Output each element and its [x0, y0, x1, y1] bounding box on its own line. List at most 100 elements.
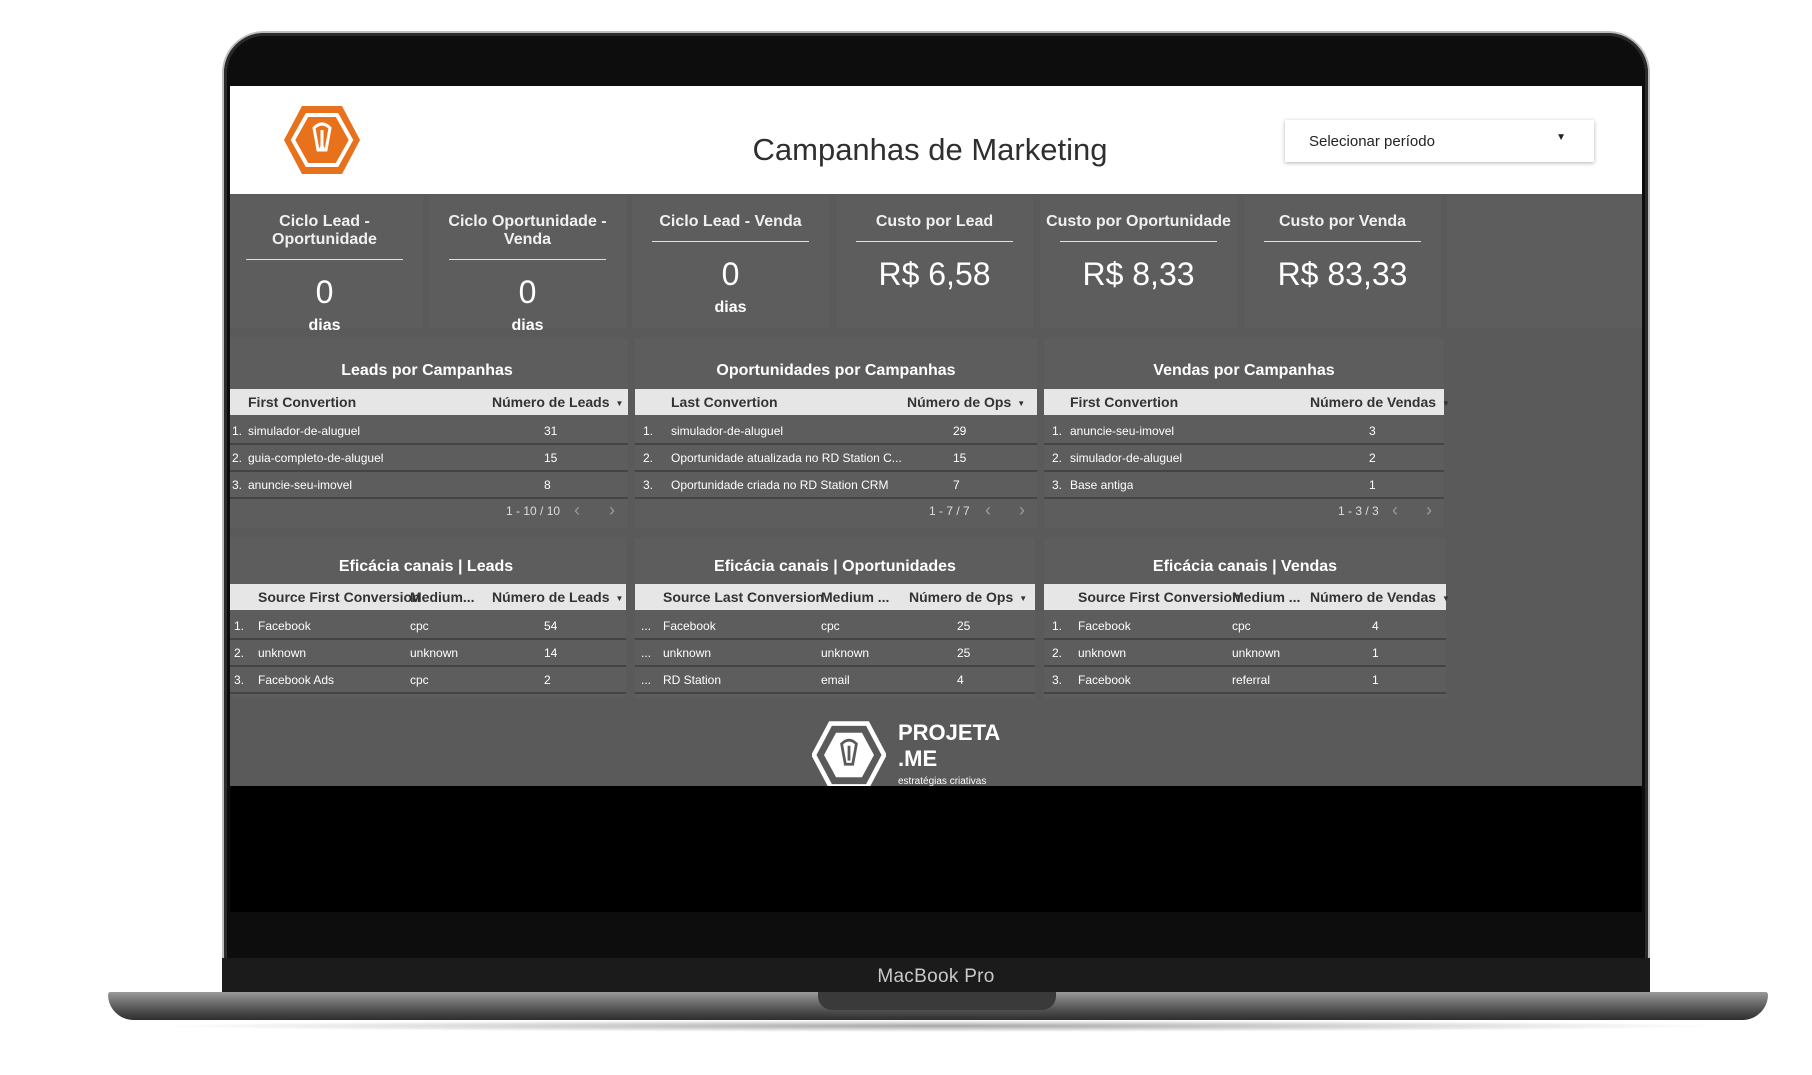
row-source: Facebook — [1078, 673, 1131, 687]
row-value: 2 — [544, 673, 551, 687]
kpi-value: 0 — [721, 256, 740, 292]
table-row[interactable]: 2. simulador-de-aluguel 2 — [1044, 443, 1444, 472]
table-row[interactable]: 1. simulador-de-aluguel 29 — [635, 416, 1037, 445]
kpi-card-lead-oportunidade: Ciclo Lead - Oportunidade 0 dias — [230, 196, 423, 334]
table-header: First Convertion Número de Vendas ▼ — [1044, 389, 1450, 415]
row-medium: unknown — [410, 646, 459, 660]
row-source: unknown — [258, 646, 307, 660]
row-medium: cpc — [821, 619, 840, 633]
row-value: 1 — [1369, 478, 1376, 492]
projeta-logo-icon — [812, 721, 886, 789]
kpi-title: Ciclo Lead - Oportunidade — [272, 213, 377, 248]
row-value: 15 — [544, 451, 558, 465]
column-header[interactable]: Medium ... — [821, 589, 890, 605]
row-value: 2 — [1369, 451, 1376, 465]
table-row[interactable]: 1. simulador-de-aluguel 31 — [230, 416, 628, 445]
column-header-sort[interactable]: Número de Leads ▼ — [492, 589, 624, 605]
sort-desc-icon: ▼ — [1442, 593, 1450, 603]
pagination-label: 1 - 3 / 3 — [1338, 504, 1379, 518]
prev-page-icon[interactable]: ‹ — [574, 500, 580, 520]
table-row[interactable]: 1. Facebook cpc 4 — [1044, 611, 1446, 640]
kpi-title: Custo por Oportunidade — [1046, 213, 1231, 230]
table-row[interactable]: 3. Facebook referral 1 — [1044, 665, 1446, 694]
column-header-sort[interactable]: Número de Ops ▼ — [907, 394, 1026, 410]
kpi-card-custo-lead: Custo por Lead R$ 6,58 — [836, 196, 1033, 328]
column-header[interactable]: Source First Conversion — [1078, 589, 1241, 605]
column-header[interactable]: First Convertion — [248, 394, 357, 410]
kpi-title: Ciclo Oportunidade - Venda — [448, 213, 607, 248]
column-header[interactable]: First Convertion — [1070, 394, 1179, 410]
divider — [1060, 241, 1217, 242]
table-eficacia-canais-vendas: Eficácia canais | Vendas Source First Co… — [1044, 538, 1450, 728]
next-page-icon[interactable]: › — [1426, 500, 1432, 520]
table-eficacia-canais-leads: Eficácia canais | Leads Source First Con… — [230, 538, 626, 728]
table-row[interactable]: 2. Oportunidade atualizada no RD Station… — [635, 443, 1037, 472]
column-header[interactable]: Source Last Conversion — [663, 589, 825, 605]
row-value: 54 — [544, 619, 558, 633]
table-row[interactable]: 3. Facebook Ads cpc 2 — [230, 665, 626, 694]
row-value: 15 — [953, 451, 967, 465]
table-leads-por-campanhas: Leads por Campanhas First Convertion Núm… — [230, 338, 628, 528]
row-index: 3. — [1052, 673, 1063, 687]
row-value: 3 — [1369, 424, 1376, 438]
table-row[interactable]: ... unknown unknown 25 — [635, 638, 1035, 667]
column-header-sort[interactable]: Número de Ops ▼ — [909, 589, 1028, 605]
row-index: 1. — [1052, 424, 1063, 438]
table-row[interactable]: 2. unknown unknown 1 — [1044, 638, 1446, 667]
row-value: 31 — [544, 424, 558, 438]
laptop-chin — [222, 958, 1650, 992]
table-title: Eficácia canais | Leads — [338, 558, 514, 575]
row-medium: cpc — [410, 673, 429, 687]
divider — [856, 241, 1013, 242]
row-medium: referral — [1232, 673, 1271, 687]
row-index: ... — [641, 619, 652, 633]
row-label: Base antiga — [1070, 478, 1134, 492]
page-title: Campanhas de Marketing — [752, 132, 1108, 167]
column-header-sort[interactable]: Número de Vendas ▼ — [1310, 394, 1450, 410]
column-header[interactable]: Medium ... — [1232, 589, 1301, 605]
table-row[interactable]: 3. Base antiga 1 — [1044, 470, 1444, 499]
table-row[interactable]: 3. anuncie-seu-imovel 8 — [230, 470, 628, 499]
table-row[interactable]: 3. Oportunidade criada no RD Station CRM… — [635, 470, 1037, 499]
row-value: 7 — [953, 478, 960, 492]
table-row[interactable]: 1. anuncie-seu-imovel 3 — [1044, 416, 1444, 445]
table-title: Oportunidades por Campanhas — [716, 362, 956, 379]
column-header-sort[interactable]: Número de Leads ▼ — [492, 394, 624, 410]
kpi-title: Custo por Venda — [1278, 213, 1407, 230]
footer-tagline: estratégias criativas — [898, 776, 987, 787]
column-header[interactable]: Medium... — [410, 589, 475, 605]
table-row[interactable]: ... Facebook cpc 25 — [635, 611, 1035, 640]
table-row[interactable]: 2. guia-completo-de-aluguel 15 — [230, 443, 628, 472]
table-row[interactable]: 2. unknown unknown 14 — [230, 638, 626, 667]
chevron-down-icon: ▼ — [1556, 132, 1566, 143]
table-row[interactable]: ... RD Station email 4 — [635, 665, 1035, 694]
divider — [652, 241, 809, 242]
row-label: Oportunidade criada no RD Station CRM — [671, 478, 889, 492]
kpi-value: 0 — [315, 274, 334, 310]
row-label: simulador-de-aluguel — [1070, 451, 1183, 465]
dashboard-footer: PROJETA .ME estratégias criativas — [230, 698, 1642, 798]
kpi-title: Custo por Lead — [875, 213, 994, 230]
sort-desc-icon: ▼ — [1019, 593, 1028, 603]
next-page-icon[interactable]: › — [609, 500, 615, 520]
row-index: 2. — [232, 451, 243, 465]
column-header[interactable]: Source First Conversion — [258, 589, 421, 605]
row-index: 1. — [1052, 619, 1063, 633]
prev-page-icon[interactable]: ‹ — [1392, 500, 1398, 520]
row-source: Facebook — [258, 619, 311, 633]
kpi-unit: dias — [308, 317, 341, 334]
kpi-title: Ciclo Lead - Venda — [659, 213, 802, 230]
laptop-shadow — [150, 1020, 1730, 1032]
row-label: Oportunidade atualizada no RD Station C.… — [671, 451, 902, 465]
divider — [449, 259, 606, 260]
period-selector[interactable]: Selecionar período ▼ — [1285, 120, 1594, 162]
table-row[interactable]: 1. Facebook cpc 54 — [230, 611, 626, 640]
row-source: Facebook — [663, 619, 716, 633]
column-header-sort[interactable]: Número de Vendas ▼ — [1310, 589, 1450, 605]
prev-page-icon[interactable]: ‹ — [985, 500, 991, 520]
brand-logo-icon — [284, 106, 360, 174]
next-page-icon[interactable]: › — [1019, 500, 1025, 520]
row-index: 2. — [234, 646, 245, 660]
column-header[interactable]: Last Convertion — [671, 394, 778, 410]
row-label: anuncie-seu-imovel — [248, 478, 353, 492]
